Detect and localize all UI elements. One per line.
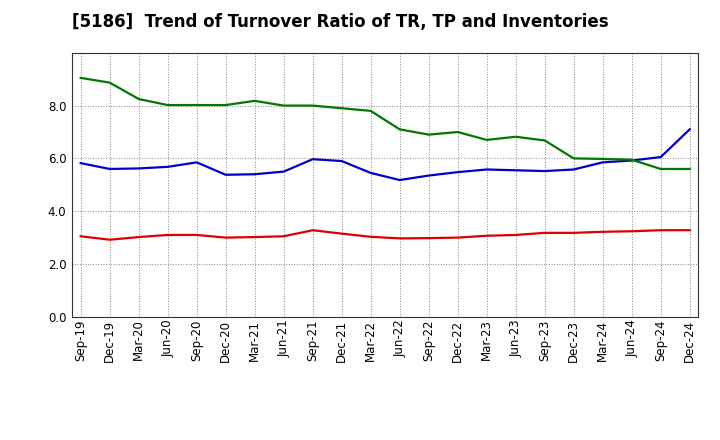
Trade Payables <box>163 164 172 169</box>
Inventories <box>541 138 549 143</box>
Trade Receivables <box>163 232 172 238</box>
Trade Receivables <box>221 235 230 240</box>
Trade Payables <box>221 172 230 177</box>
Trade Receivables <box>251 235 259 240</box>
Trade Receivables <box>541 230 549 235</box>
Trade Receivables <box>454 235 462 240</box>
Inventories <box>424 132 433 137</box>
Trade Payables <box>395 177 404 183</box>
Inventories <box>395 127 404 132</box>
Trade Receivables <box>570 230 578 235</box>
Inventories <box>105 80 114 85</box>
Inventories <box>135 96 143 102</box>
Inventories <box>279 103 288 108</box>
Trade Payables <box>76 161 85 166</box>
Line: Trade Payables: Trade Payables <box>81 129 690 180</box>
Trade Receivables <box>105 237 114 242</box>
Inventories <box>627 157 636 162</box>
Inventories <box>76 75 85 81</box>
Trade Payables <box>482 167 491 172</box>
Trade Receivables <box>511 232 520 238</box>
Trade Payables <box>135 166 143 171</box>
Trade Payables <box>366 170 375 176</box>
Inventories <box>570 156 578 161</box>
Trade Payables <box>685 127 694 132</box>
Trade Payables <box>657 154 665 160</box>
Legend: Trade Receivables, Trade Payables, Inventories: Trade Receivables, Trade Payables, Inven… <box>137 438 634 440</box>
Trade Receivables <box>482 233 491 238</box>
Trade Payables <box>251 172 259 177</box>
Trade Payables <box>192 160 201 165</box>
Trade Receivables <box>598 229 607 235</box>
Trade Receivables <box>424 235 433 241</box>
Trade Payables <box>541 169 549 174</box>
Trade Receivables <box>685 227 694 233</box>
Trade Receivables <box>135 235 143 240</box>
Trade Receivables <box>338 231 346 236</box>
Inventories <box>366 108 375 114</box>
Inventories <box>338 106 346 111</box>
Inventories <box>221 103 230 108</box>
Trade Payables <box>308 157 317 162</box>
Inventories <box>511 134 520 139</box>
Inventories <box>163 103 172 108</box>
Text: [5186]  Trend of Turnover Ratio of TR, TP and Inventories: [5186] Trend of Turnover Ratio of TR, TP… <box>72 13 608 31</box>
Trade Payables <box>424 173 433 178</box>
Trade Receivables <box>308 227 317 233</box>
Trade Receivables <box>76 234 85 239</box>
Trade Receivables <box>366 234 375 239</box>
Trade Receivables <box>627 229 636 234</box>
Line: Inventories: Inventories <box>81 78 690 169</box>
Inventories <box>685 166 694 172</box>
Inventories <box>308 103 317 108</box>
Inventories <box>657 166 665 172</box>
Trade Payables <box>598 160 607 165</box>
Line: Trade Receivables: Trade Receivables <box>81 230 690 240</box>
Inventories <box>598 156 607 161</box>
Trade Payables <box>338 158 346 164</box>
Trade Payables <box>279 169 288 174</box>
Trade Receivables <box>192 232 201 238</box>
Trade Receivables <box>657 227 665 233</box>
Trade Payables <box>511 168 520 173</box>
Trade Payables <box>627 158 636 163</box>
Inventories <box>251 98 259 103</box>
Trade Receivables <box>395 236 404 241</box>
Trade Receivables <box>279 234 288 239</box>
Trade Payables <box>570 167 578 172</box>
Trade Payables <box>105 166 114 172</box>
Inventories <box>192 103 201 108</box>
Inventories <box>454 129 462 135</box>
Inventories <box>482 137 491 143</box>
Trade Payables <box>454 169 462 175</box>
